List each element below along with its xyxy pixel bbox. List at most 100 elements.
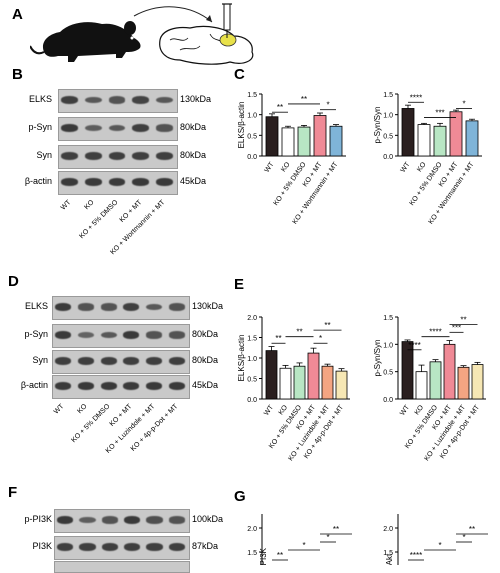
blot-band	[123, 382, 140, 390]
significance-label: *	[302, 541, 305, 550]
blot-band	[100, 357, 117, 365]
blot-band	[77, 382, 95, 390]
blot-band	[145, 331, 163, 339]
panel-letter-d: D	[8, 273, 19, 290]
blot-band	[124, 543, 141, 551]
bar	[417, 124, 431, 157]
y-tick-label: 1.5	[247, 92, 257, 99]
y-tick-label: 1.0	[247, 113, 257, 120]
blot-row-label: p-Syn	[28, 122, 52, 132]
y-axis-label: ELKS/β-actin	[237, 335, 246, 382]
bar	[443, 343, 456, 400]
blot-band	[155, 178, 173, 186]
blot-strip	[52, 296, 190, 320]
blot-band	[84, 178, 102, 186]
panel-letter-g: G	[234, 488, 246, 505]
bar	[279, 367, 292, 400]
significance-label: ****	[410, 93, 422, 102]
category-label: WT	[263, 404, 275, 418]
blot-band	[79, 543, 96, 551]
significance-label: **	[460, 316, 466, 325]
blot-band	[132, 124, 150, 132]
blot-band	[108, 152, 126, 160]
significance-label: **	[301, 95, 307, 104]
blot-band	[124, 516, 141, 524]
blot-strip	[52, 375, 190, 399]
y-tick-label: 1.0	[247, 356, 257, 363]
significance-label: **	[277, 551, 283, 560]
blot-band	[79, 516, 96, 524]
blot-band	[168, 331, 185, 339]
blot-strip	[52, 350, 190, 374]
bar	[433, 125, 447, 157]
bar	[465, 120, 479, 157]
blot-row-label: Syn	[36, 150, 52, 160]
blot-band	[168, 516, 185, 524]
y-tick-label: 2.0	[247, 315, 257, 322]
bar	[281, 127, 295, 157]
blot-band	[145, 303, 163, 311]
y-tick-label: 2.0	[383, 526, 393, 533]
blot-strip	[52, 324, 190, 348]
blot-row-label: ELKS	[28, 94, 52, 104]
blot-kda-label: 80kDa	[180, 150, 207, 160]
blot-band	[132, 96, 150, 104]
y-tick-label: 1.5	[247, 336, 257, 343]
y-tick-label: 0.5	[383, 133, 393, 140]
blot-row-label: ELKS	[24, 301, 48, 311]
significance-label: ****	[410, 551, 422, 560]
blot-band	[108, 96, 126, 104]
y-tick-label: 1.5	[383, 315, 393, 322]
blot-band	[101, 543, 118, 551]
panel-letter-c: C	[234, 66, 245, 83]
bar	[401, 108, 415, 157]
blot-kda-label: 80kDa	[180, 122, 207, 132]
blot-band	[132, 178, 150, 186]
injection-schematic	[30, 3, 254, 65]
y-tick-label: 0.0	[383, 397, 393, 404]
category-label: KO	[280, 161, 292, 174]
significance-label: ****	[408, 341, 420, 350]
category-label: KO	[414, 404, 426, 417]
panel-letter-f: F	[8, 484, 18, 501]
blot-band	[61, 124, 79, 132]
blot-band	[123, 303, 140, 311]
blot-band	[155, 124, 173, 132]
y-tick-label: 0.0	[383, 154, 393, 161]
bar	[321, 365, 334, 400]
y-axis-label: ELKS/β-actin	[237, 102, 246, 149]
blot-band	[77, 357, 95, 365]
significance-label: *	[319, 334, 322, 343]
bar	[401, 341, 414, 400]
blot-row-label: Syn	[32, 355, 48, 365]
blot-band	[84, 124, 102, 132]
significance-label: *	[326, 101, 329, 110]
bar	[415, 371, 428, 400]
blot-band	[61, 96, 79, 104]
blot-band	[146, 543, 163, 551]
brain-icon	[159, 25, 254, 65]
bar	[457, 366, 470, 400]
blot-band	[132, 152, 150, 160]
significance-label: **	[277, 103, 283, 112]
blot-band	[57, 516, 74, 524]
y-tick-label: 1.5	[383, 550, 393, 557]
blot-row-label: β-actin	[20, 380, 48, 390]
significance-label: ***	[435, 109, 444, 118]
y-tick-label: 1.0	[383, 342, 393, 349]
significance-label: **	[333, 525, 339, 534]
y-tick-label: 0.0	[247, 154, 257, 161]
blot-kda-label: 130kDa	[192, 301, 224, 311]
significance-label: **	[324, 321, 330, 330]
blot-band	[55, 382, 72, 390]
category-label: WT	[400, 161, 412, 175]
significance-label: ****	[429, 328, 441, 337]
blot-band	[55, 357, 72, 365]
mouse-icon	[30, 21, 141, 62]
y-axis-label: p-Akt/Akt	[385, 553, 394, 565]
significance-label: **	[469, 525, 475, 534]
y-tick-label: 0.5	[383, 370, 393, 377]
